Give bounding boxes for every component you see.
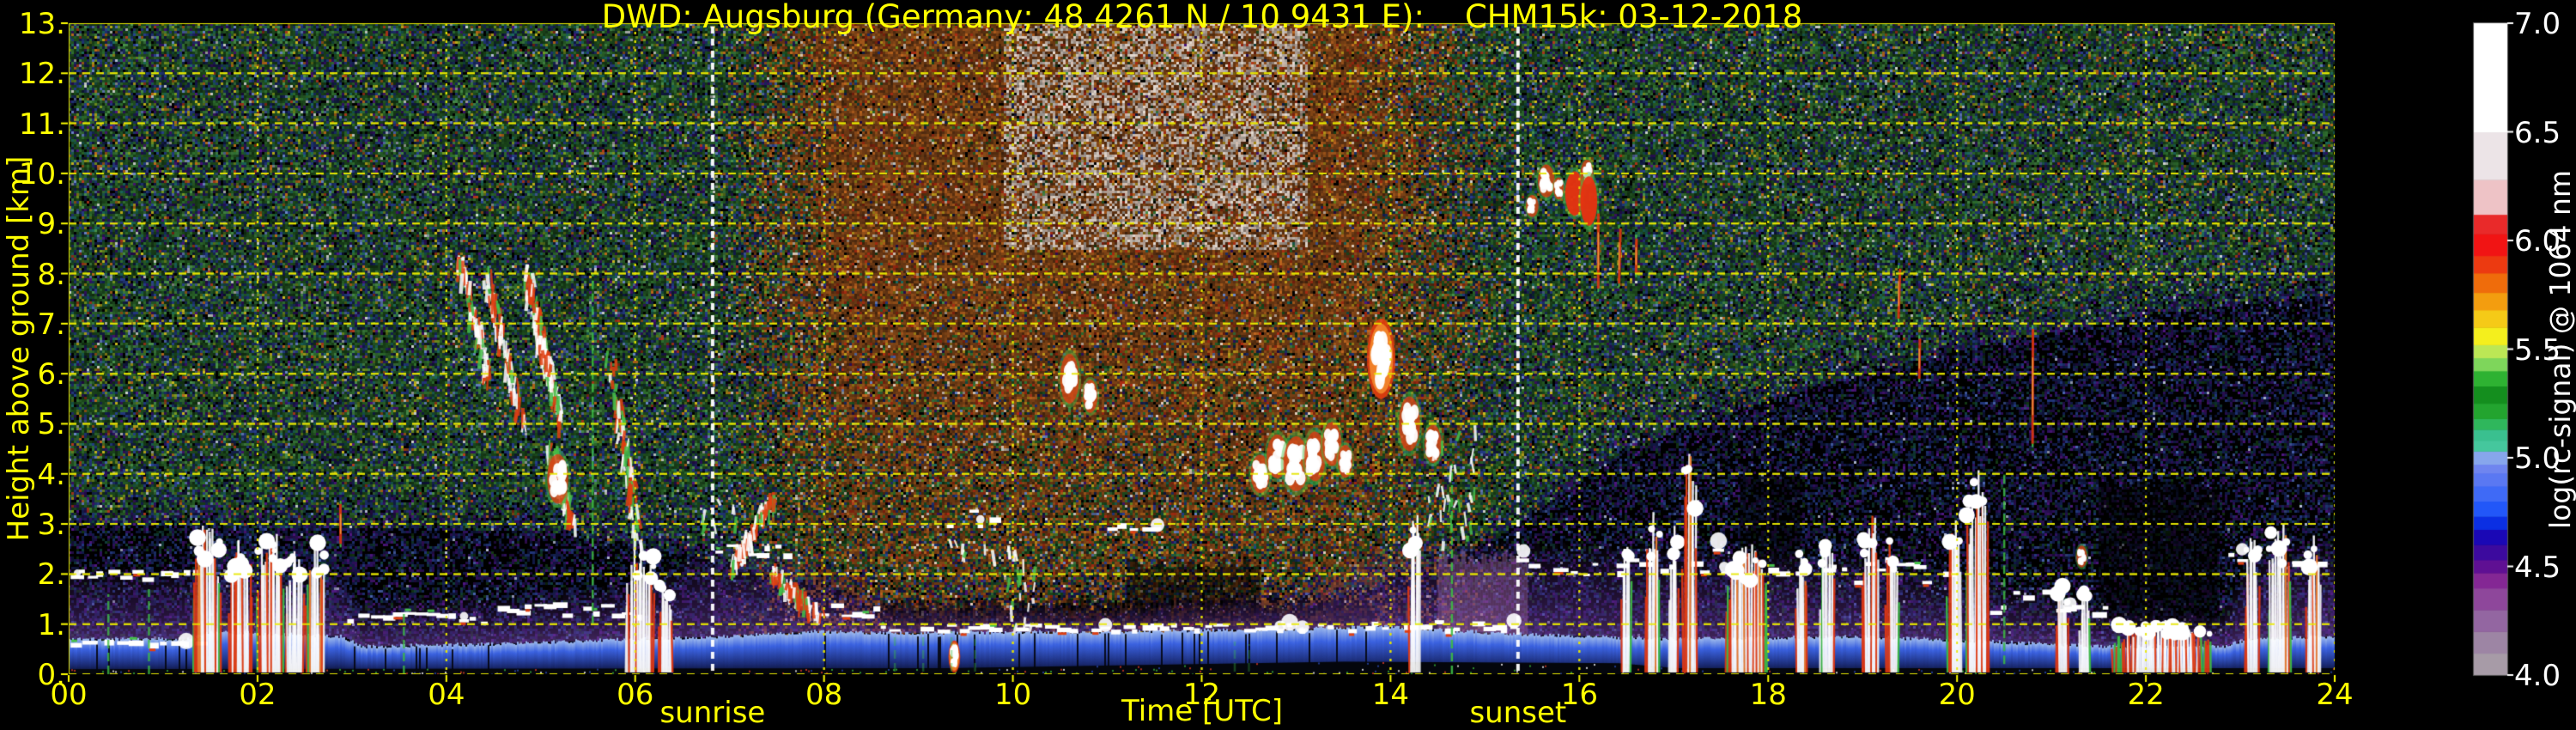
x-tick-label: 14 [1371, 678, 1410, 712]
x-tick-label: 22 [2127, 678, 2165, 712]
y-tick-label: 9. [37, 207, 65, 242]
y-tick-label: 11. [18, 106, 65, 142]
sunset-label: sunset [1469, 696, 1567, 730]
colorbar-tick-label: 7.0 [2514, 7, 2561, 41]
colorbar-tick-label: 6.0 [2514, 224, 2561, 259]
y-tick-label: 2. [37, 557, 65, 593]
y-tick-label: 5. [37, 407, 65, 442]
colorbar-tick-label: 6.5 [2514, 115, 2561, 150]
x-tick-label: 24 [2316, 678, 2354, 712]
x-tick-label: 00 [50, 678, 88, 712]
page-title: DWD: Augsburg (Germany; 48.4261 N / 10.9… [601, 0, 1803, 35]
x-tick-label: 04 [428, 678, 465, 712]
y-tick-label: 0. [37, 658, 65, 692]
y-tick-label: 4. [37, 457, 65, 492]
y-tick-label: 13. [18, 7, 65, 41]
x-tick-label: 18 [1749, 678, 1787, 712]
x-tick-label: 20 [1938, 678, 1976, 712]
x-tick-label: 06 [617, 678, 654, 712]
x-tick-label: 02 [239, 678, 276, 712]
y-tick-label: 3. [37, 508, 65, 543]
y-tick-label: 12. [18, 57, 65, 92]
y-tick-label: 7. [37, 307, 65, 342]
colorbar-tick-label: 5.0 [2514, 441, 2561, 476]
x-tick-label: 16 [1560, 678, 1598, 712]
colorbar-tick-label: 5.5 [2514, 332, 2561, 368]
colorbar-tick-label: 4.5 [2514, 550, 2561, 585]
colorbar-tick-label: 4.0 [2514, 659, 2561, 693]
y-tick-label: 1. [37, 607, 65, 642]
sunrise-label: sunrise [659, 696, 766, 730]
x-tick-label: 08 [805, 678, 843, 712]
y-tick-label: 10. [18, 156, 65, 192]
x-tick-label: 10 [993, 678, 1032, 712]
x-tick-label: 12 [1182, 678, 1221, 712]
y-tick-label: 8. [37, 257, 65, 292]
x-axis-label: Time [UTC] [1121, 694, 1283, 728]
y-tick-label: 6. [37, 357, 65, 392]
